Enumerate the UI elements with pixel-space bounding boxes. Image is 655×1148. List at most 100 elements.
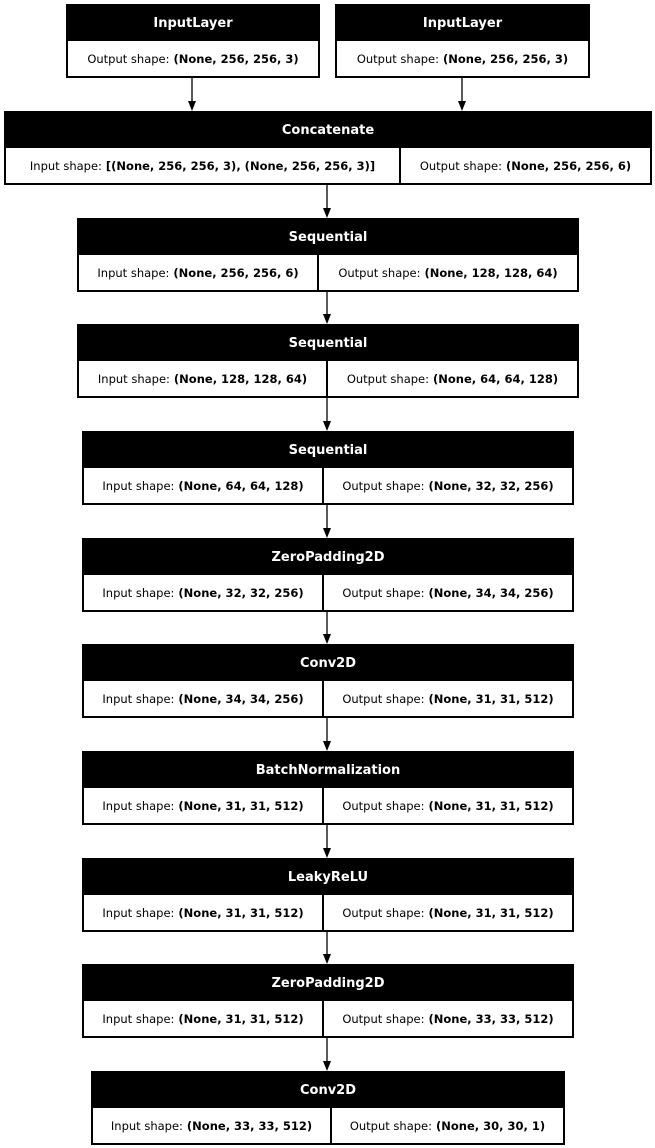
shape-row: Input shape: (None, 128, 128, 64) Output s…	[79, 361, 577, 396]
layer-name: Sequential	[288, 229, 368, 245]
output-shape-cell: Output shape: (None, 30, 30, 1)	[332, 1108, 563, 1143]
input-shape-label: Input shape:	[97, 265, 170, 280]
arrow-head-icon	[323, 954, 331, 964]
output-shape-value: (None, 32, 32, 256)	[428, 478, 554, 493]
layer-node: Conv2D Input shape: (None, 34, 34, 256) Out…	[82, 644, 574, 718]
output-shape-value: (None, 64, 64, 128)	[433, 371, 559, 386]
input-shape-cell: Input shape: (None, 64, 64, 128)	[84, 468, 322, 503]
output-shape-value: (None, 128, 128, 64)	[424, 265, 558, 280]
layer-name: InputLayer	[153, 15, 233, 31]
input-shape-label: Input shape:	[102, 905, 175, 920]
output-shape-cell: Output shape: (None, 33, 33, 512)	[324, 1001, 572, 1036]
shape-row: Input shape: (None, 33, 33, 512) Output sh…	[93, 1108, 563, 1143]
shape-row: Output shape: (None, 256, 256, 3)	[337, 41, 588, 76]
shape-row: Input shape: (None, 31, 31, 512) Output sh…	[84, 1001, 572, 1036]
input-shape-label: Input shape:	[102, 478, 175, 493]
input-shape-value: (None, 31, 31, 512)	[178, 798, 304, 813]
input-shape-label: Input shape:	[102, 1011, 175, 1026]
output-shape-label: Output shape:	[342, 691, 425, 706]
arrow-head-icon	[323, 1061, 331, 1071]
output-shape-label: Output shape:	[419, 158, 503, 173]
output-shape-value: (None, 34, 34, 256)	[428, 585, 554, 600]
layer-name: Conv2D	[299, 1082, 357, 1098]
input-shape-value: (None, 34, 34, 256)	[178, 691, 304, 706]
output-shape-label: Output shape:	[342, 478, 425, 493]
input-shape-value: (None, 64, 64, 128)	[178, 478, 304, 493]
layer-node: ZeroPadding2D Input shape: (None, 31, 31, …	[82, 964, 574, 1038]
input-shape-label: Input shape:	[102, 585, 175, 600]
shape-row: Input shape: (None, 31, 31, 512) Output sh…	[84, 895, 572, 930]
output-shape-value: (None, 31, 31, 512)	[428, 798, 554, 813]
layer-node: InputLayer Output shape: (None, 256, 256, …	[66, 4, 320, 78]
shape-row: Input shape: (None, 32, 32, 256) Output sh…	[84, 575, 572, 610]
input-shape-label: Input shape:	[97, 371, 170, 386]
input-shape-cell: Input shape: (None, 31, 31, 512)	[84, 788, 322, 823]
output-shape-value: (None, 30, 30, 1)	[436, 1118, 546, 1133]
input-shape-value: (None, 31, 31, 512)	[178, 1011, 304, 1026]
output-shape-cell: Output shape: (None, 32, 32, 256)	[324, 468, 572, 503]
input-shape-cell: Input shape: (None, 31, 31, 512)	[84, 1001, 322, 1036]
output-shape-label: Output shape:	[338, 265, 421, 280]
layer-name: LeakyReLU	[287, 869, 369, 885]
output-shape-value: (None, 256, 256, 3)	[173, 51, 299, 66]
input-shape-label: Input shape:	[29, 158, 102, 173]
layer-name: Conv2D	[299, 655, 357, 671]
layer-name: Sequential	[288, 442, 368, 458]
layer-node: Sequential Input shape: (None, 64, 64, 128…	[82, 431, 574, 505]
input-shape-cell: Input shape: (None, 31, 31, 512)	[84, 895, 322, 930]
output-shape-cell: Output shape: (None, 256, 256, 3)	[337, 41, 588, 76]
input-shape-cell: Input shape: [(None, 256, 256, 3), (None,…	[6, 148, 399, 183]
output-shape-value: (None, 33, 33, 512)	[428, 1011, 554, 1026]
output-shape-label: Output shape:	[342, 585, 425, 600]
input-shape-cell: Input shape: (None, 256, 256, 6)	[79, 255, 317, 290]
input-shape-value: (None, 31, 31, 512)	[178, 905, 304, 920]
shape-row: Input shape: (None, 256, 256, 6) Output sh…	[79, 255, 577, 290]
shape-row: Input shape: [(None, 256, 256, 3), (None,…	[6, 148, 650, 183]
output-shape-value: (None, 256, 256, 3)	[443, 51, 569, 66]
input-shape-label: Input shape:	[102, 691, 175, 706]
layer-name: ZeroPadding2D	[271, 975, 385, 991]
shape-row: Input shape: (None, 34, 34, 256) Output sh…	[84, 681, 572, 716]
output-shape-label: Output shape:	[342, 905, 425, 920]
input-shape-cell: Input shape: (None, 33, 33, 512)	[93, 1108, 330, 1143]
output-shape-value: (None, 31, 31, 512)	[428, 905, 554, 920]
input-shape-cell: Input shape: (None, 32, 32, 256)	[84, 575, 322, 610]
layer-node: Concatenate Input shape: [(None, 256, 256,…	[4, 111, 652, 185]
layer-node: ZeroPadding2D Input shape: (None, 32, 32, …	[82, 538, 574, 612]
input-shape-value: (None, 128, 128, 64)	[173, 371, 308, 386]
shape-row: Input shape: (None, 64, 64, 128) Output sh…	[84, 468, 572, 503]
arrow-head-icon	[323, 421, 331, 431]
layer-node: Conv2D Input shape: (None, 33, 33, 512) Out…	[91, 1071, 565, 1145]
arrow-head-icon	[323, 528, 331, 538]
output-shape-label: Output shape:	[342, 798, 425, 813]
output-shape-cell: Output shape: (None, 64, 64, 128)	[328, 361, 577, 396]
input-shape-cell: Input shape: (None, 128, 128, 64)	[79, 361, 326, 396]
input-shape-value: [(None, 256, 256, 3), (None, 256, 256, 3…	[105, 158, 376, 173]
output-shape-label: Output shape:	[349, 1118, 433, 1133]
output-shape-cell: Output shape: (None, 31, 31, 512)	[324, 788, 572, 823]
output-shape-label: Output shape:	[356, 51, 440, 66]
input-shape-label: Input shape:	[102, 798, 175, 813]
input-shape-value: (None, 32, 32, 256)	[178, 585, 304, 600]
output-shape-cell: Output shape: (None, 34, 34, 256)	[324, 575, 572, 610]
layer-name: InputLayer	[422, 15, 503, 31]
output-shape-value: (None, 31, 31, 512)	[428, 691, 554, 706]
layer-node: LeakyReLU Input shape: (None, 31, 31, 512)…	[82, 858, 574, 932]
input-shape-value: (None, 33, 33, 512)	[186, 1118, 313, 1133]
input-shape-cell: Input shape: (None, 34, 34, 256)	[84, 681, 322, 716]
layer-name: ZeroPadding2D	[271, 549, 385, 565]
arrow-head-icon	[323, 634, 331, 644]
layer-name: Concatenate	[281, 122, 375, 138]
output-shape-cell: Output shape: (None, 256, 256, 3)	[68, 41, 318, 76]
output-shape-cell: Output shape: (None, 128, 128, 64)	[319, 255, 577, 290]
output-shape-cell: Output shape: (None, 31, 31, 512)	[324, 895, 572, 930]
input-shape-value: (None, 256, 256, 6)	[173, 265, 299, 280]
output-shape-cell: Output shape: (None, 256, 256, 6)	[401, 148, 650, 183]
arrow-head-icon	[458, 101, 466, 111]
layer-node: InputLayer Output shape: (None, 256, 256, …	[335, 4, 590, 78]
arrow-head-icon	[188, 101, 196, 111]
layer-node: Sequential Input shape: (None, 256, 256, 6…	[77, 218, 579, 292]
layer-node: BatchNormalization Input shape: (None, 31,…	[82, 751, 574, 825]
output-shape-value: (None, 256, 256, 6)	[506, 158, 632, 173]
